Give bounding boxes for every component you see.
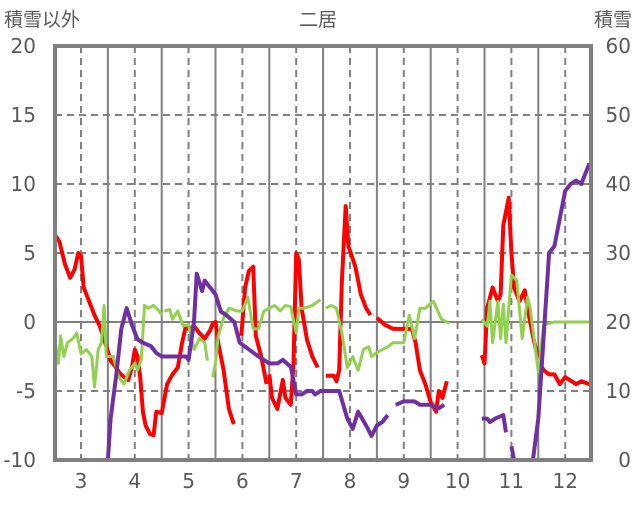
series-1-line bbox=[267, 251, 320, 411]
tick-labels: 3 4 5 6 7 8 9 10 11 12 20 60 15 50 10 40 5 30 0 20 -5 10 -10 0 bbox=[3, 34, 631, 493]
series-3-line bbox=[394, 399, 446, 411]
x-tick-label: 6 bbox=[236, 469, 249, 493]
x-tick-label: 8 bbox=[344, 469, 357, 493]
series-3-line bbox=[55, 271, 390, 462]
left-y-tick-label: 10 bbox=[11, 172, 36, 196]
chart-title: 二居 bbox=[299, 9, 337, 31]
x-tick-label: 10 bbox=[445, 469, 470, 493]
series-2-line bbox=[211, 295, 322, 378]
series-2-line bbox=[480, 273, 590, 374]
right-y-tick-label: 60 bbox=[606, 34, 631, 58]
series-1-line bbox=[479, 195, 591, 387]
series-lines bbox=[53, 162, 592, 462]
x-tick-label: 4 bbox=[128, 469, 141, 493]
right-y-tick-label: 30 bbox=[606, 241, 631, 265]
left-axis-label: 積雪以外 bbox=[4, 9, 80, 31]
series-2-line bbox=[164, 308, 209, 361]
left-y-tick-label: 5 bbox=[23, 241, 36, 265]
x-tick-label: 5 bbox=[182, 469, 195, 493]
x-tick-label: 11 bbox=[499, 469, 524, 493]
left-y-tick-label: 15 bbox=[11, 103, 36, 127]
left-y-tick-label: 20 bbox=[11, 34, 36, 58]
series-2-line bbox=[325, 299, 451, 372]
series-2-line bbox=[53, 303, 163, 389]
left-y-tick-label: -10 bbox=[3, 448, 36, 472]
x-tick-label: 12 bbox=[552, 469, 577, 493]
right-y-tick-label: 20 bbox=[606, 310, 631, 334]
right-y-tick-label: 10 bbox=[606, 379, 631, 403]
right-y-tick-label: 50 bbox=[606, 103, 631, 127]
left-y-tick-label: 0 bbox=[23, 310, 36, 334]
x-tick-label: 9 bbox=[397, 469, 410, 493]
x-tick-label: 7 bbox=[290, 469, 303, 493]
plot-frame bbox=[53, 44, 593, 462]
right-axis-label: 積雪 bbox=[594, 9, 632, 31]
series-1-line bbox=[53, 234, 236, 438]
series-3-line bbox=[509, 162, 592, 462]
right-y-tick-label: 40 bbox=[606, 172, 631, 196]
left-y-tick-label: -5 bbox=[16, 379, 36, 403]
series-1-line bbox=[375, 316, 449, 414]
x-tick-label: 3 bbox=[75, 469, 88, 493]
right-y-tick-label: 0 bbox=[618, 448, 631, 472]
series-1-line bbox=[325, 204, 373, 384]
series-3-line bbox=[481, 413, 508, 433]
